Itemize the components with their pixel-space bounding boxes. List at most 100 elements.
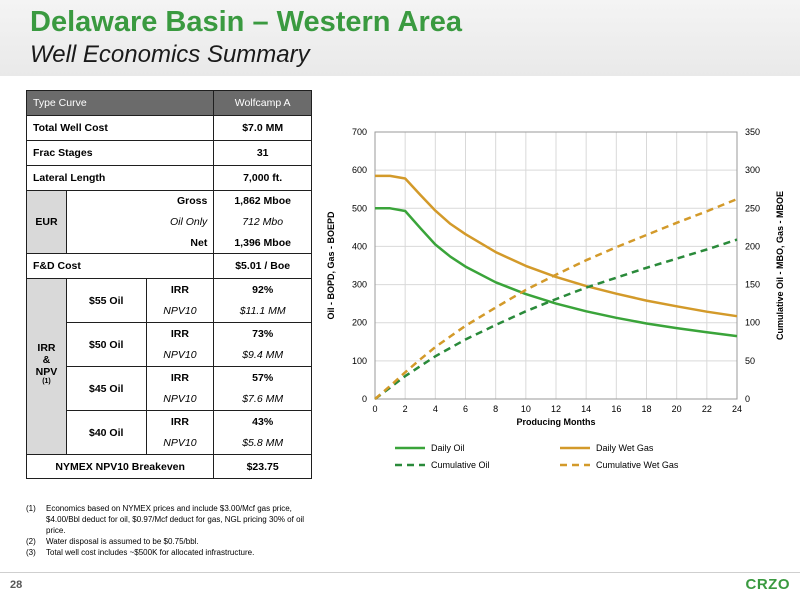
eur-gross-label: Gross: [65, 190, 215, 212]
y-right-tick-label: 150: [745, 280, 760, 290]
x-tick-label: 0: [372, 404, 377, 414]
case-45-npv-value: $7.6 MM: [213, 388, 312, 411]
case-55-irr-label: IRR: [145, 278, 215, 301]
footnote-2-num: (2): [26, 537, 36, 546]
y-left-tick-label: 700: [352, 127, 367, 137]
table-row: IRR & NPV (1) $55 Oil IRR 92%: [26, 278, 312, 455]
table-row: $40 Oil IRR 43%: [27, 410, 312, 455]
case-55-npv-label: NPV10: [145, 300, 215, 323]
case-45-irr-label: IRR: [145, 366, 215, 389]
x-tick-label: 6: [463, 404, 468, 414]
case-50-price: $50 Oil: [65, 322, 147, 367]
total-well-cost-value: $7.0 MM: [213, 115, 312, 141]
irr-npv-label: IRR & NPV (1): [26, 278, 67, 455]
x-tick-label: 10: [521, 404, 531, 414]
page-number: 28: [10, 579, 23, 591]
legend-label: Daily Oil: [431, 443, 465, 453]
case-50-irr-label: IRR: [145, 322, 215, 345]
y-left-tick-label: 500: [352, 203, 367, 213]
case-45-npv-label: NPV10: [145, 388, 215, 411]
table-row: NYMEX NPV10 Breakeven $23.75: [25, 454, 312, 479]
x-tick-label: 4: [433, 404, 438, 414]
y-left-tick-label: 0: [362, 394, 367, 404]
series-line-daily-wet-gas: [375, 174, 738, 318]
y-right-tick-label: 100: [745, 318, 760, 328]
y-right-tick-label: 200: [745, 241, 760, 251]
footnote-2-text: Water disposal is assumed to be $0.75/bb…: [46, 537, 199, 546]
case-55-price: $55 Oil: [65, 278, 147, 323]
y-right-tick-label: 300: [745, 165, 760, 175]
case-40-npv-value: $5.8 MM: [213, 432, 312, 455]
page-subtitle: Well Economics Summary: [30, 41, 310, 68]
irr-npv-footnote-ref: (1): [42, 378, 51, 386]
case-50-npv-value: $9.4 MM: [213, 344, 312, 367]
footnote-1-text: Economics based on NYMEX prices and incl…: [46, 504, 305, 535]
y-left-tick-label: 600: [352, 165, 367, 175]
eur-oil-value: 712 Mbo: [213, 211, 312, 233]
series-line-daily-oil: [375, 207, 738, 338]
eur-gross-value: 1,862 Mboe: [213, 190, 312, 212]
y-left-tick-label: 100: [352, 356, 367, 366]
y-left-axis-title: Oil - BOPD, Gas - BOEPD: [326, 211, 336, 320]
case-50-npv-label: NPV10: [145, 344, 215, 367]
table-row: $50 Oil IRR 73%: [27, 322, 312, 367]
footnote-2: (2) Water disposal is assumed to be $0.7…: [26, 536, 316, 547]
y-right-tick-label: 350: [745, 127, 760, 137]
header-wolfcamp-a: Wolfcamp A: [213, 90, 312, 116]
y-right-axis-title: Cumulative Oil - MBO, Gas - MBOE: [775, 191, 785, 340]
case-55-npv-value: $11.1 MM: [213, 300, 312, 323]
case-45-irr-value: 57%: [213, 366, 312, 389]
x-tick-label: 2: [403, 404, 408, 414]
brand-logo: CRZO: [745, 576, 790, 593]
table-row: Lateral Length 7,000 ft.: [25, 165, 312, 191]
table-row: NPV10 $7.6 MM: [27, 388, 312, 411]
header-band: [0, 0, 800, 76]
table-row: Frac Stages 31: [25, 140, 312, 166]
case-40-price: $40 Oil: [65, 410, 147, 455]
x-tick-label: 18: [641, 404, 651, 414]
x-tick-label: 16: [611, 404, 621, 414]
legend-label: Cumulative Oil: [431, 460, 490, 470]
case-40-irr-label: IRR: [145, 410, 215, 433]
page-title: Delaware Basin – Western Area: [30, 6, 462, 38]
irr-npv-label-line2: &: [42, 354, 51, 367]
y-left-tick-label: 300: [352, 280, 367, 290]
well-economics-table: Type Curve Wolfcamp A Total Well Cost $7…: [25, 90, 312, 479]
footnote-1: (1) Economics based on NYMEX prices and …: [26, 503, 316, 536]
plot-frame: [374, 131, 738, 400]
irr-npv-label-line3: NPV: [35, 366, 58, 379]
table-row: $45 Oil IRR 57%: [27, 366, 312, 411]
total-well-cost-label: Total Well Cost: [25, 115, 215, 141]
y-right-tick-label: 0: [745, 394, 750, 404]
eur-net-label: Net: [65, 232, 215, 254]
footnote-3-num: (3): [26, 548, 36, 557]
legend-label: Daily Wet Gas: [596, 443, 654, 453]
table-row: NPV10 $5.8 MM: [27, 432, 312, 455]
footnote-3-text: Total well cost includes ~$500K for allo…: [46, 548, 255, 557]
irr-npv-label-line1: IRR: [37, 342, 56, 355]
y-left-tick-label: 400: [352, 241, 367, 251]
breakeven-label: NYMEX NPV10 Breakeven: [25, 454, 215, 479]
frac-stages-value: 31: [213, 140, 312, 166]
x-tick-label: 14: [581, 404, 591, 414]
case-55-irr-value: 92%: [213, 278, 312, 301]
footnotes: (1) Economics based on NYMEX prices and …: [26, 503, 316, 558]
eur-label: EUR: [26, 190, 67, 254]
x-tick-label: 22: [702, 404, 712, 414]
footnote-3: (3) Total well cost includes ~$500K for …: [26, 547, 316, 558]
lateral-length-label: Lateral Length: [25, 165, 215, 191]
footnote-1-num: (1): [26, 504, 36, 513]
eur-oil-label: Oil Only: [65, 211, 215, 233]
case-40-npv-label: NPV10: [145, 432, 215, 455]
table-row: F&D Cost $5.01 / Boe: [25, 253, 312, 279]
table-row: EUR Gross 1,862 Mboe: [26, 190, 312, 254]
table-row: Net 1,396 Mboe: [27, 232, 312, 254]
eur-net-value: 1,396 Mboe: [213, 232, 312, 254]
fd-cost-value: $5.01 / Boe: [213, 253, 312, 279]
legend-label: Cumulative Wet Gas: [596, 460, 679, 470]
x-tick-label: 24: [732, 404, 742, 414]
series-line-cumulative-oil: [374, 238, 738, 400]
lateral-length-value: 7,000 ft.: [213, 165, 312, 191]
y-right-tick-label: 250: [745, 203, 760, 213]
fd-cost-label: F&D Cost: [25, 253, 215, 279]
